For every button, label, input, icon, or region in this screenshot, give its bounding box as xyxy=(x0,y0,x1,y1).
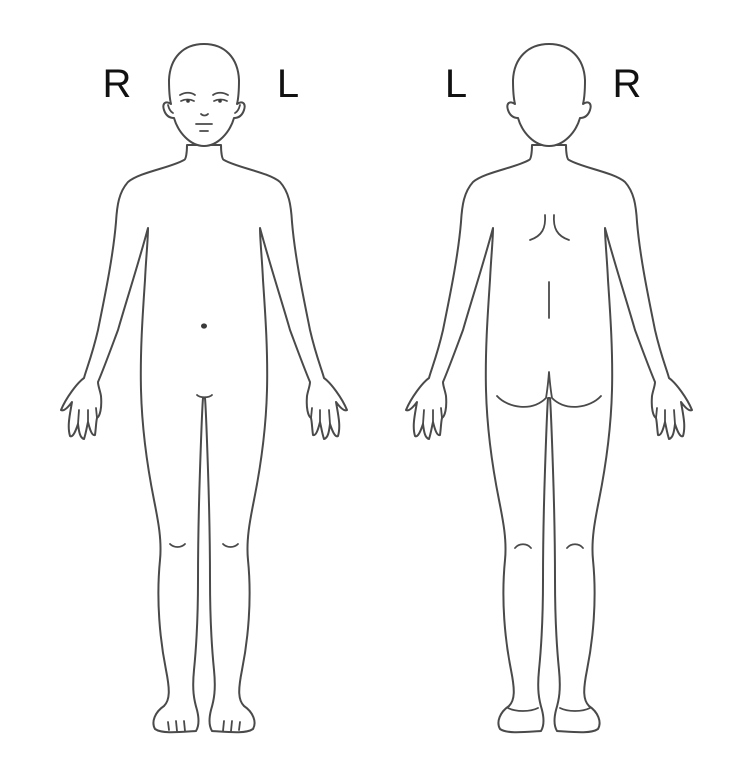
back-figure xyxy=(406,44,692,732)
front-figure xyxy=(61,44,347,732)
front-left-pupil xyxy=(218,99,222,103)
back-head xyxy=(507,44,590,146)
front-right-pupil xyxy=(186,99,190,103)
front-navel xyxy=(201,323,207,328)
back-left-side-label: L xyxy=(436,64,476,104)
back-right-side-label: R xyxy=(607,64,647,104)
front-left-side-label: L xyxy=(268,64,308,104)
front-right-side-label: R xyxy=(97,64,137,104)
front-body-outline xyxy=(61,145,347,732)
back-body-outline xyxy=(406,145,692,732)
